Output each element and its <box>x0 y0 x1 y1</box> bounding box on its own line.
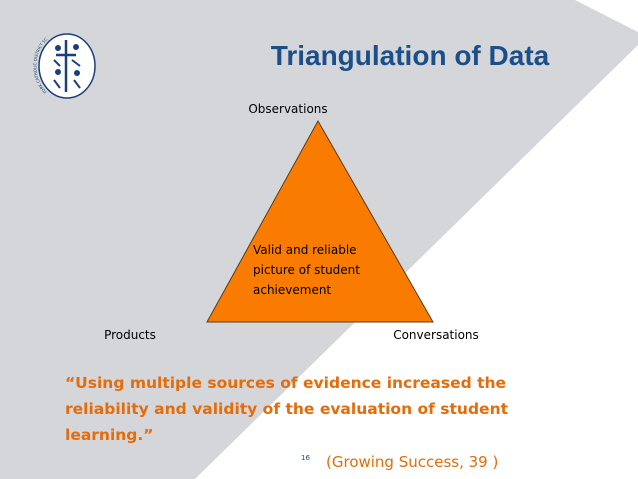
title: Triangulation of Data <box>271 40 550 71</box>
right-label: Conversations <box>393 328 479 342</box>
page-number: 16 <box>301 454 310 462</box>
quote-line: reliability and validity of the evaluati… <box>65 400 509 418</box>
quote-line: “Using multiple sources of evidence incr… <box>65 374 506 392</box>
top-label: Observations <box>248 102 327 116</box>
left-label: Products <box>104 328 156 342</box>
citation: (Growing Success, 39 ) <box>326 453 498 471</box>
center-text: achievement <box>253 283 331 297</box>
center-text: picture of student <box>253 263 360 277</box>
quote-line: learning.” <box>65 426 153 444</box>
center-text: Valid and reliable <box>253 243 357 257</box>
triangle <box>206 119 434 323</box>
